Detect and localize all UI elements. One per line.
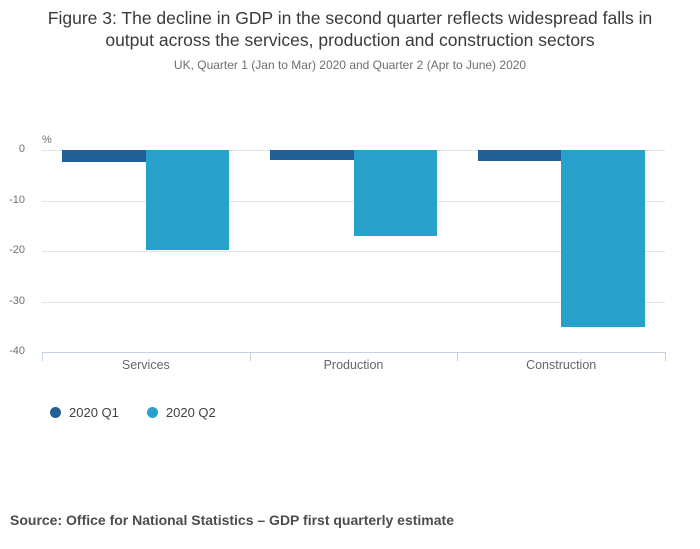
figure-title: Figure 3: The decline in GDP in the seco… <box>47 8 653 50</box>
bar-2020-q2-construction[interactable] <box>561 150 645 327</box>
y-axis-tick-label: -20 <box>9 244 25 256</box>
legend-item-2020-q1[interactable]: 2020 Q1 <box>50 405 119 420</box>
x-axis-tick <box>665 352 666 361</box>
bar-2020-q2-services[interactable] <box>145 150 230 251</box>
legend-dot-icon <box>146 407 158 418</box>
y-axis-tick-label: -40 <box>9 345 25 357</box>
legend-item-label: 2020 Q2 <box>165 405 216 420</box>
legend-dot-icon <box>50 407 61 418</box>
y-axis-unit-label: % <box>42 134 52 146</box>
x-axis-category-label-construction: Construction <box>526 358 597 372</box>
figure-subtitle: UK, Quarter 1 (Jan to Mar) 2020 and Quar… <box>173 58 527 72</box>
x-axis-category-label-production: Production <box>323 358 384 372</box>
bar-2020-q1-services[interactable] <box>62 150 146 163</box>
x-axis-category-label-services: Services <box>121 358 170 372</box>
x-axis-tick <box>249 352 251 361</box>
bar-2020-q1-production[interactable] <box>270 150 354 160</box>
y-axis-tick-label: -30 <box>9 294 25 307</box>
bar-2020-q2-production[interactable] <box>353 150 437 236</box>
y-axis-tick-label: -10 <box>9 193 25 206</box>
y-axis-tick-label: 0 <box>18 143 25 155</box>
bar-2020-q1-construction[interactable] <box>477 150 562 162</box>
x-axis-line <box>42 352 666 353</box>
legend: 2020 Q1 2020 Q2 <box>50 405 216 420</box>
legend-item-2020-q2[interactable]: 2020 Q2 <box>146 405 216 420</box>
x-axis-tick <box>42 352 43 361</box>
source-note: Source: Office for National Statistics –… <box>10 512 454 528</box>
legend-item-label: 2020 Q1 <box>69 405 119 420</box>
gridline--20 <box>42 251 665 252</box>
x-axis-tick <box>457 352 459 361</box>
gridline--30 <box>42 301 665 303</box>
